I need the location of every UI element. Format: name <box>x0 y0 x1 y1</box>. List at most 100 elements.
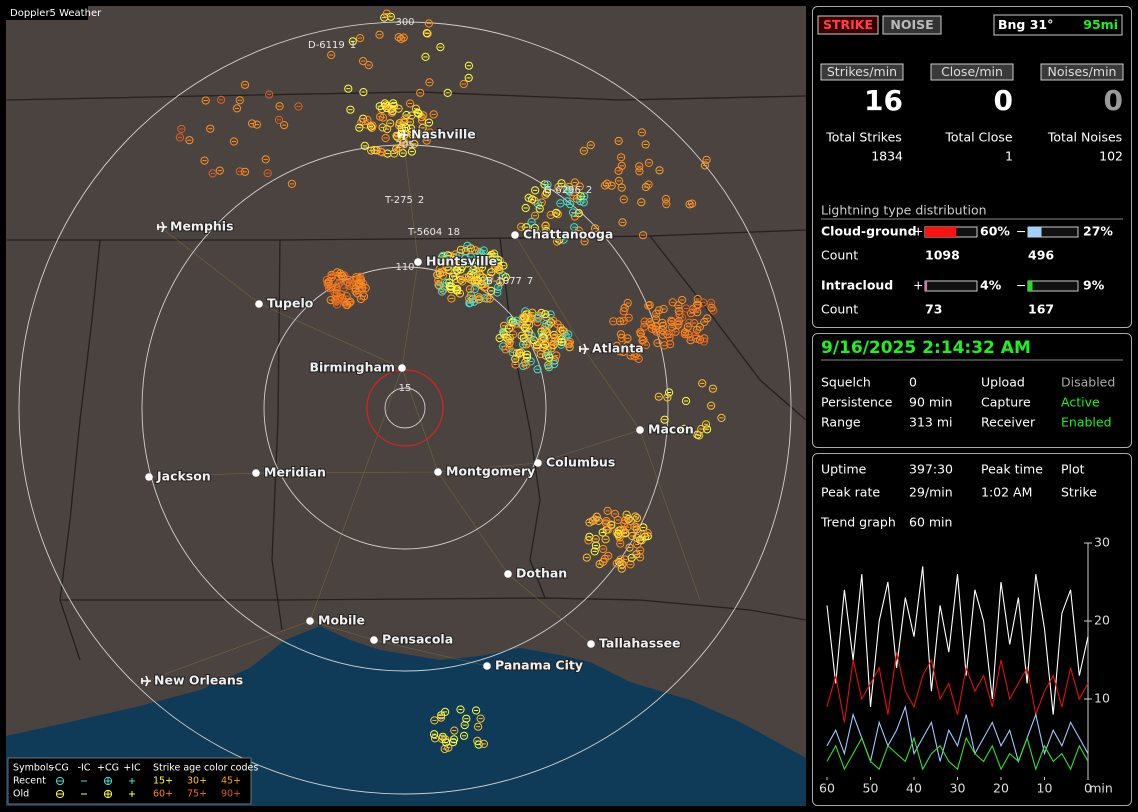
strike-symbol <box>455 289 464 298</box>
strike-symbol <box>660 415 669 424</box>
strike-symbol <box>252 120 261 129</box>
strike-symbol <box>590 515 599 524</box>
strike-symbol <box>636 329 645 338</box>
strike-symbol <box>542 188 551 197</box>
strike-symbol <box>456 245 465 254</box>
strike-symbol <box>448 272 458 281</box>
strike-symbol <box>575 182 584 191</box>
strike-button[interactable] <box>817 15 879 35</box>
strike-symbol <box>682 304 691 313</box>
strike-symbol <box>474 740 483 749</box>
strike-symbol <box>479 739 488 749</box>
strike-symbol <box>547 336 557 345</box>
strike-symbol <box>501 273 510 282</box>
legend-age: 15+ <box>153 776 173 787</box>
strike-symbol <box>422 136 431 145</box>
strike-symbol <box>591 541 601 550</box>
strike-symbol <box>535 204 544 213</box>
setting-label: Range <box>821 415 861 430</box>
city-label: Birmingham <box>310 360 396 375</box>
city-label: Chattanooga <box>523 227 613 242</box>
strike-symbol <box>586 141 595 150</box>
setting-value: Active <box>1061 395 1100 410</box>
strike-symbol <box>436 43 445 52</box>
strike-symbol <box>681 396 691 406</box>
bearing-range: 95mi <box>1083 17 1118 32</box>
bearing: Bng 31° <box>998 17 1053 32</box>
city-label: Panama City <box>495 658 583 673</box>
count-value: 496 <box>1028 248 1054 263</box>
strike-symbol <box>464 61 473 70</box>
strike-symbol <box>614 136 623 146</box>
strike-symbol <box>208 169 217 178</box>
strike-symbol <box>699 337 709 346</box>
airport-icon <box>398 129 408 141</box>
x-tick-label: 0 <box>1084 781 1092 796</box>
strike-symbol <box>544 363 554 372</box>
total-value: 102 <box>1099 149 1123 164</box>
count-value: 167 <box>1028 302 1054 317</box>
city-dot <box>636 426 644 434</box>
strike-button-label[interactable]: STRIKE <box>823 17 873 32</box>
strike-symbol <box>430 730 439 739</box>
strike-symbol <box>501 345 510 354</box>
strike-symbol <box>200 156 209 165</box>
strike-symbol <box>358 289 367 298</box>
strike-symbol <box>378 123 387 132</box>
stat-value: 60 min <box>909 515 952 530</box>
percent-label: 27% <box>1083 224 1113 239</box>
strike-symbol <box>702 155 711 164</box>
city-label: Mobile <box>318 613 365 628</box>
strike-symbol <box>524 330 533 339</box>
strike-symbol <box>607 181 616 190</box>
strike-symbol <box>261 155 270 164</box>
strike-symbol <box>476 714 485 723</box>
strike-symbol <box>466 252 476 262</box>
total-label: Total Noises <box>1047 130 1122 145</box>
strike-symbol <box>643 528 652 538</box>
storm-count: 2 <box>418 195 424 206</box>
airport-icon <box>579 343 589 355</box>
strike-symbol <box>707 401 716 410</box>
strike-symbol <box>423 29 432 38</box>
strike-symbol <box>235 96 244 105</box>
strike-symbol <box>703 314 712 323</box>
legend-age-title: Strike age color codes <box>153 763 258 774</box>
noise-button[interactable] <box>882 15 942 35</box>
strike-symbol <box>619 307 628 316</box>
strike-symbol <box>674 317 684 326</box>
strike-symbol <box>413 108 422 117</box>
strike-symbol <box>263 169 272 178</box>
map: 300 205 110 15 Nashville Memphis Chattanooga Hu… <box>6 6 806 806</box>
strike-symbol <box>517 331 526 340</box>
strike-symbol <box>644 180 653 189</box>
strike-symbol <box>533 199 543 208</box>
strike-symbol <box>590 547 599 556</box>
strike-symbol <box>452 265 462 274</box>
strike-symbol <box>641 182 651 192</box>
strike-symbol <box>569 191 578 200</box>
strike-symbol <box>459 79 468 89</box>
strike-symbol <box>600 554 609 563</box>
strike-symbol <box>543 345 552 354</box>
strike-symbol <box>368 121 377 130</box>
strike-symbol <box>325 282 334 291</box>
strike-symbol <box>545 353 554 362</box>
strike-symbol <box>641 340 651 350</box>
storm-tag: G-6296 <box>544 185 581 196</box>
city-label: Dothan <box>516 566 567 581</box>
city-dot <box>145 473 153 481</box>
x-tick-label: 50 <box>863 781 879 796</box>
storm-tag: D-6119 <box>308 40 345 51</box>
city-dot <box>414 258 422 266</box>
noise-button-label[interactable]: NOISE <box>890 17 933 32</box>
strike-symbol <box>439 251 448 260</box>
city-label: Pensacola <box>382 632 453 647</box>
city-label: Meridian <box>264 465 326 480</box>
strike-symbol <box>512 316 521 325</box>
strike-symbol <box>576 197 585 206</box>
storm-tag: B-1077 <box>486 276 522 287</box>
strike-symbol <box>531 186 540 195</box>
strike-symbol <box>686 336 695 345</box>
strike-symbol <box>265 90 274 99</box>
